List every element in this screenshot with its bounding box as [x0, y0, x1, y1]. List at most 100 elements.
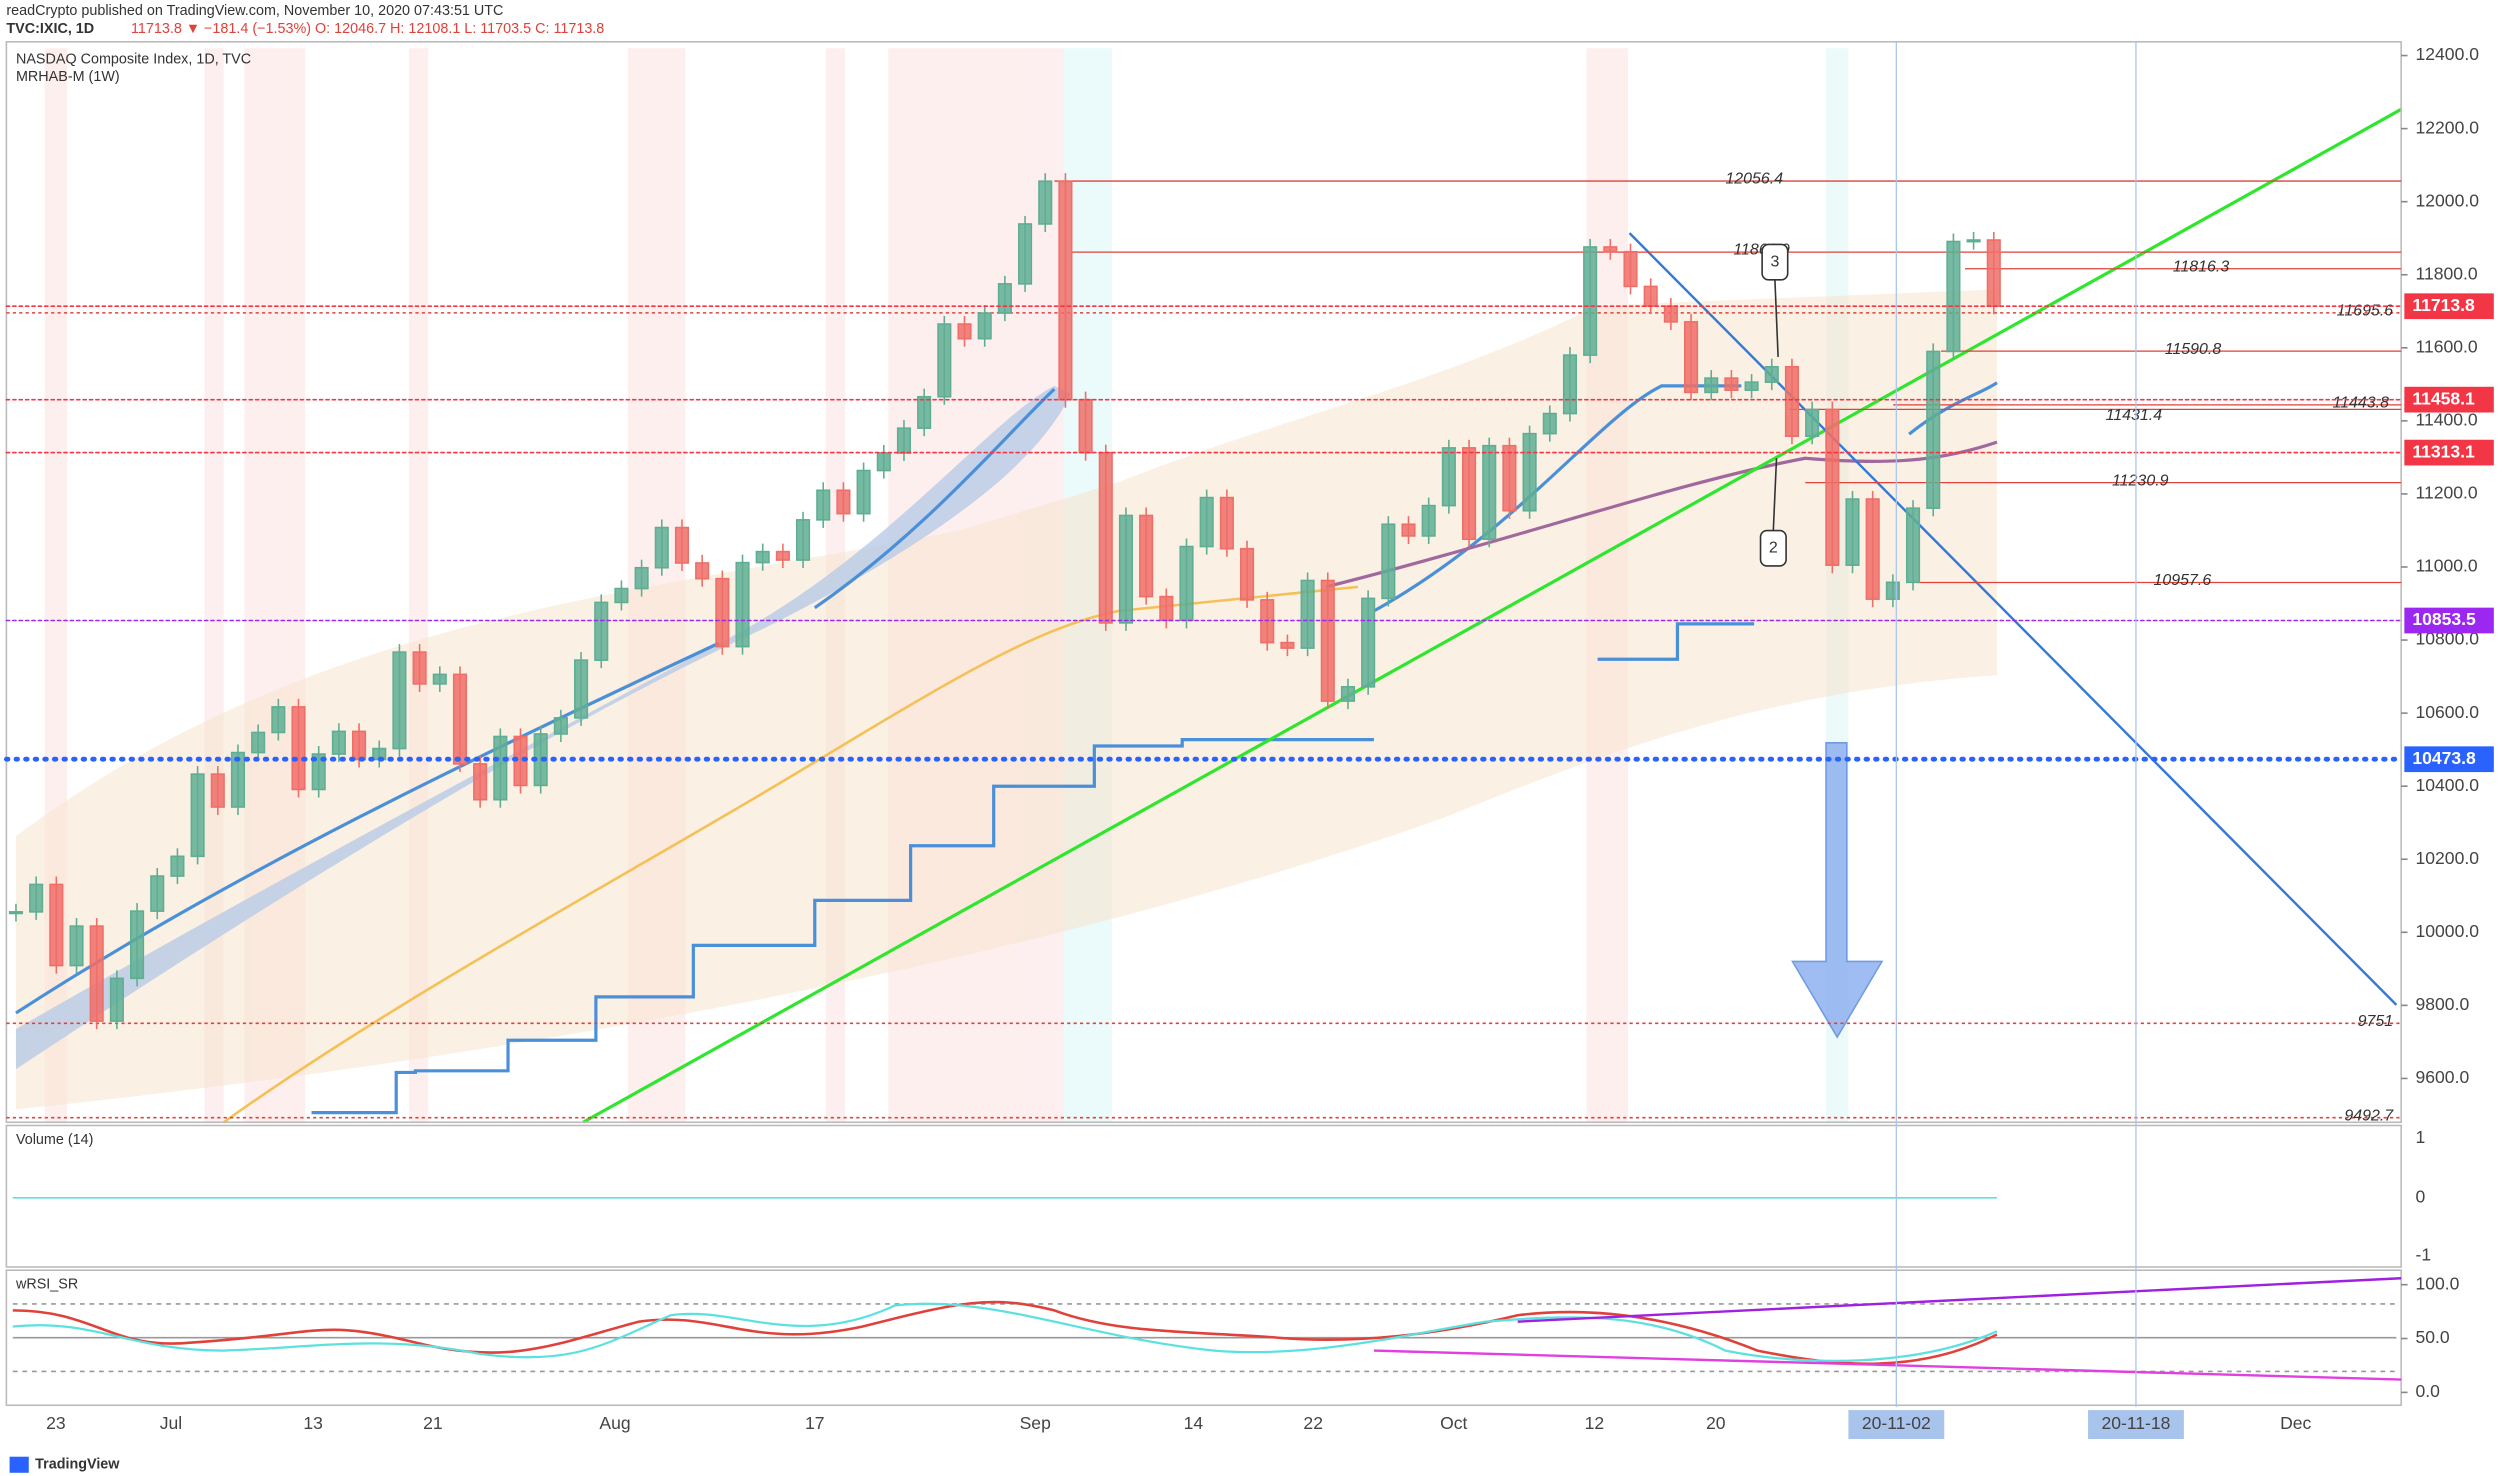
candle — [230, 751, 246, 808]
candle — [1966, 239, 1981, 243]
candle — [1583, 246, 1598, 356]
candle — [150, 875, 165, 912]
candle — [109, 977, 124, 1022]
candle — [170, 855, 185, 877]
candle — [977, 312, 992, 340]
x-tick-label: 22 — [1303, 1413, 1323, 1433]
candle — [775, 550, 790, 561]
price-badge — [2404, 293, 2494, 320]
y-tick-label: 10200.0 — [2416, 848, 2480, 868]
x-tick-label: 14 — [1184, 1413, 1204, 1433]
level-label: 11816.3 — [2173, 257, 2230, 275]
candle — [836, 489, 851, 515]
trendline-green — [582, 107, 2402, 1124]
level-label: 11431.4 — [2106, 406, 2163, 424]
trendline-blue — [1628, 232, 2398, 1006]
rsi-tick-label: 0.0 — [2416, 1381, 2441, 1401]
candle — [876, 452, 891, 472]
candle — [957, 323, 972, 340]
candle — [1098, 451, 1113, 624]
candle — [493, 735, 508, 801]
candle — [1845, 498, 1860, 566]
candle — [1704, 377, 1719, 394]
x-tick-label: Sep — [1020, 1413, 1051, 1433]
candle — [210, 773, 225, 808]
price-badge-label: 11313.1 — [2412, 441, 2475, 461]
candle — [816, 489, 831, 521]
candle — [1240, 547, 1255, 601]
candle — [1623, 250, 1638, 288]
candle — [251, 731, 266, 754]
y-tick-label: 11600.0 — [2416, 336, 2478, 356]
y-tick-label: 9800.0 — [2416, 994, 2470, 1014]
x-tick-label: Dec — [2280, 1413, 2311, 1433]
y-tick-label: 10600.0 — [2416, 702, 2480, 722]
candle — [1199, 496, 1214, 548]
candle — [937, 323, 952, 398]
candle — [69, 925, 84, 967]
candle — [331, 730, 346, 755]
price-badge-label: 11458.1 — [2412, 388, 2475, 408]
candle — [1522, 432, 1537, 512]
candle — [1139, 514, 1154, 598]
rsi-tick-label: 100.0 — [2416, 1273, 2460, 1293]
candle — [997, 283, 1012, 314]
x-tick-label: 17 — [805, 1413, 825, 1433]
candle — [1663, 305, 1678, 323]
candle — [1885, 581, 1900, 600]
candle — [29, 883, 44, 913]
candle — [1603, 246, 1618, 253]
rsi-tick-label: 50.0 — [2416, 1327, 2450, 1347]
level-label: 9492.7 — [2344, 1106, 2394, 1124]
volume-tick-label: -1 — [2416, 1244, 2432, 1264]
annotation: 2 — [1769, 538, 1778, 556]
ohlc: 11713.8 ▼ −181.4 (−1.53%) O: 12046.7 H: … — [131, 21, 604, 37]
candle — [1300, 579, 1315, 649]
price-badge — [2404, 386, 2494, 413]
candle — [311, 753, 326, 791]
rsi-lines — [12, 1277, 2402, 1381]
candle — [1784, 365, 1800, 438]
y-tick-label: 10400.0 — [2416, 775, 2480, 795]
price-badge — [2404, 746, 2494, 773]
candle — [130, 910, 145, 980]
y-tick-label: 11400.0 — [2416, 409, 2478, 429]
volume-tick-label: 0 — [2416, 1186, 2426, 1206]
x-tick-label: 13 — [303, 1413, 323, 1433]
x-tick-label: Aug — [599, 1413, 630, 1433]
footer-logo — [9, 1456, 29, 1473]
candle — [1926, 350, 1941, 509]
candle — [271, 706, 286, 734]
candle — [896, 427, 912, 454]
candle — [1340, 686, 1356, 702]
date-badge — [1848, 1410, 1945, 1440]
price-badge — [2404, 607, 2494, 634]
y-tick-label: 10000.0 — [2416, 921, 2480, 941]
candle — [412, 651, 427, 685]
candle — [1118, 514, 1134, 624]
candle — [8, 911, 24, 915]
candle — [1320, 579, 1335, 702]
candle — [190, 773, 205, 858]
candle — [856, 469, 871, 515]
x-tick-label: Oct — [1440, 1413, 1467, 1433]
candle — [1219, 496, 1234, 550]
candle — [674, 526, 690, 564]
candle — [1018, 223, 1033, 285]
candle — [1401, 523, 1416, 537]
candle — [1865, 498, 1880, 600]
volume-title: Volume (14) — [16, 1132, 93, 1148]
y-tick-label: 12200.0 — [2416, 117, 2480, 137]
candle — [352, 730, 367, 761]
y-tick-label: 12400.0 — [2416, 44, 2480, 64]
candle — [1905, 507, 1921, 584]
indicator: MRHAB-M (1W) — [16, 69, 120, 85]
level-label: 11695.6 — [2337, 301, 2394, 319]
y-tick-label: 12000.0 — [2416, 190, 2480, 210]
candle — [614, 587, 629, 604]
ma-orange — [222, 585, 1359, 1124]
candle — [432, 673, 447, 685]
candle — [735, 561, 750, 648]
x-tick-label: Jul — [160, 1413, 182, 1433]
x-tick-label: 20-11-18 — [2101, 1413, 2170, 1433]
